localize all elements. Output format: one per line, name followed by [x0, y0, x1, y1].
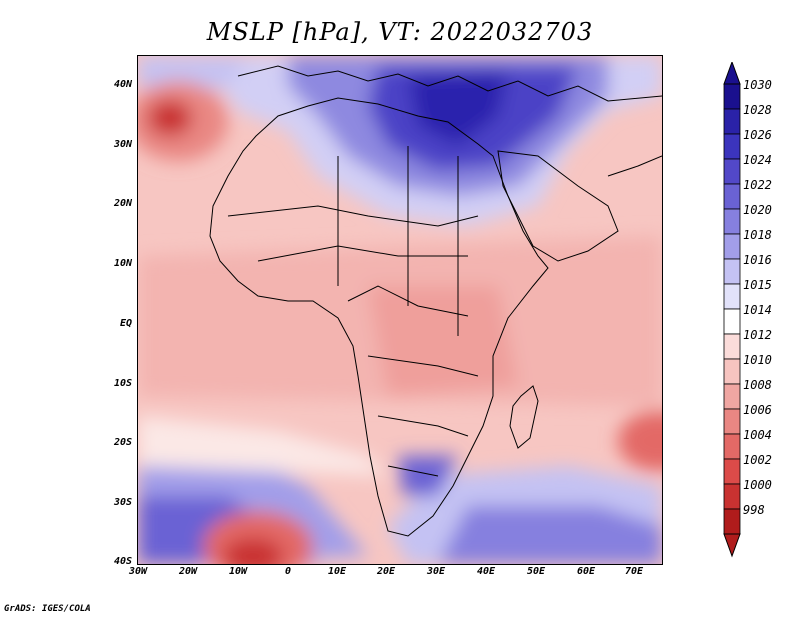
colorbar-cell — [723, 83, 741, 110]
colorbar-cell — [723, 408, 741, 435]
y-tick-label: 10S — [113, 378, 132, 389]
x-tick-label: 30E — [426, 566, 446, 577]
colorbar-cell — [723, 158, 741, 185]
x-tick-label: 20E — [376, 566, 396, 577]
colorbar-cell — [723, 433, 741, 460]
x-tick-label: 60E — [576, 566, 596, 577]
colorbar-cell — [723, 108, 741, 135]
colorbar-cell — [723, 183, 741, 210]
colorbar-label: 1022 — [743, 178, 772, 192]
y-tick-label: 10N — [113, 258, 132, 269]
colorbar-label: 1024 — [743, 153, 772, 167]
colorbar-label: 1004 — [743, 428, 772, 442]
colorbar-cell — [723, 508, 741, 535]
colorbar-label: 1030 — [743, 78, 772, 92]
colorbar-label: 1020 — [743, 203, 772, 217]
colorbar-cell — [723, 208, 741, 235]
x-tick-label: 10E — [327, 566, 347, 577]
colorbar-cell — [723, 133, 741, 160]
x-tick-label: 40E — [476, 566, 496, 577]
colorbar-label: 1016 — [743, 253, 772, 267]
colorbar-label: 1000 — [743, 478, 772, 492]
colorbar-label: 1010 — [743, 353, 772, 367]
colorbar-label: 1018 — [743, 228, 772, 242]
colorbar-cell — [723, 308, 741, 335]
colorbar-top-arrow — [723, 62, 741, 85]
x-tick-label: 0 — [284, 566, 292, 577]
colorbar-label: 1026 — [743, 128, 772, 142]
pressure-field — [138, 56, 662, 564]
colorbar-label: 1006 — [743, 403, 772, 417]
grads-credit: GrADS: IGES/COLA — [4, 604, 91, 614]
colorbar-cell — [723, 333, 741, 360]
x-tick-label: 30W — [128, 566, 148, 577]
mslp-map — [137, 55, 663, 565]
y-tick-label: 30N — [113, 139, 132, 150]
colorbar-label: 1012 — [743, 328, 772, 342]
y-tick-label: 20N — [113, 198, 132, 209]
colorbar-cell — [723, 483, 741, 510]
colorbar-label: 1028 — [743, 103, 772, 117]
colorbar-label: 1002 — [743, 453, 772, 467]
y-tick-label: 40S — [113, 556, 132, 567]
x-tick-label: 70E — [624, 566, 644, 577]
colorbar — [723, 62, 741, 558]
colorbar-cell — [723, 283, 741, 310]
colorbar-cell — [723, 383, 741, 410]
colorbar-label: 998 — [743, 503, 765, 517]
colorbar-bottom-arrow — [723, 533, 741, 558]
colorbar-label: 1015 — [743, 278, 772, 292]
colorbar-label: 1014 — [743, 303, 772, 317]
colorbar-cell — [723, 358, 741, 385]
x-tick-label: 20W — [178, 566, 198, 577]
x-tick-label: 50E — [526, 566, 546, 577]
colorbar-cell — [723, 233, 741, 260]
y-tick-label: 20S — [113, 437, 132, 448]
colorbar-cell — [723, 258, 741, 285]
y-tick-label: 40N — [113, 79, 132, 90]
y-tick-label: EQ — [119, 318, 132, 329]
y-tick-label: 30S — [113, 497, 132, 508]
x-tick-label: 10W — [228, 566, 248, 577]
colorbar-label: 1008 — [743, 378, 772, 392]
colorbar-cell — [723, 458, 741, 485]
chart-title: MSLP [hPa], VT: 2022032703 — [206, 18, 594, 46]
